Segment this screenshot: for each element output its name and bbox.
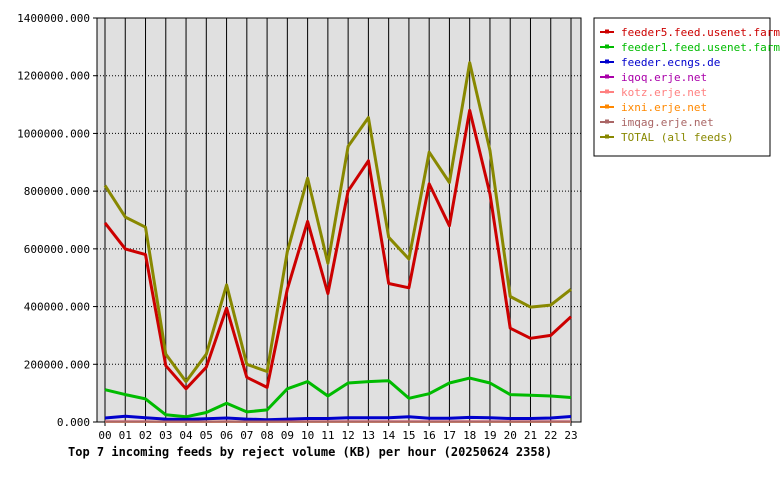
- x-tick-label: 18: [463, 429, 476, 442]
- x-tick-label: 11: [321, 429, 334, 442]
- legend-swatch-marker: [605, 90, 609, 94]
- y-tick-label: 600000.000: [24, 243, 90, 256]
- legend-label: imqag.erje.net: [621, 116, 714, 129]
- x-tick-label: 05: [200, 429, 213, 442]
- x-tick-label: 02: [139, 429, 152, 442]
- legend-label: TOTAL (all feeds): [621, 131, 734, 144]
- legend-label: feeder.ecngs.de: [621, 56, 720, 69]
- legend-swatch-marker: [605, 45, 609, 49]
- y-tick-label: 200000.000: [24, 358, 90, 371]
- legend-label: ixni.erje.net: [621, 101, 707, 114]
- x-axis-ticks: 00 01 02 03 04 05 06 07 08 09 10 11 12 13 14 15 16 17 18 19…: [98, 422, 577, 442]
- x-tick-label: 06: [220, 429, 233, 442]
- y-tick-label: 800000.000: [24, 185, 90, 198]
- chart-title: Top 7 incoming feeds by reject volume (K…: [68, 445, 552, 459]
- legend-swatch-marker: [605, 60, 609, 64]
- x-tick-label: 00: [98, 429, 111, 442]
- y-tick-label: 1400000.000: [17, 12, 90, 25]
- y-tick-label: 400000.000: [24, 301, 90, 314]
- x-tick-label: 15: [402, 429, 415, 442]
- x-tick-label: 14: [382, 429, 396, 442]
- legend-label: iqoq.erje.net: [621, 71, 707, 84]
- x-tick-label: 08: [260, 429, 273, 442]
- x-tick-label: 04: [179, 429, 193, 442]
- x-tick-label: 19: [483, 429, 496, 442]
- x-tick-label: 21: [524, 429, 537, 442]
- x-tick-label: 13: [362, 429, 375, 442]
- y-axis-ticks: 0.000 200000.000 400000.000 600000.000 80000…: [17, 12, 97, 429]
- x-tick-label: 10: [301, 429, 314, 442]
- legend-swatch-marker: [605, 75, 609, 79]
- x-tick-label: 07: [240, 429, 253, 442]
- x-tick-label: 03: [159, 429, 172, 442]
- x-tick-label: 12: [342, 429, 355, 442]
- x-tick-label: 23: [564, 429, 577, 442]
- y-tick-label: 1000000.000: [17, 127, 90, 140]
- y-tick-label: 1200000.000: [17, 70, 90, 83]
- legend-swatch-marker: [605, 120, 609, 124]
- legend-swatch-marker: [605, 135, 609, 139]
- legend-label: kotz.erje.net: [621, 86, 707, 99]
- x-tick-label: 01: [119, 429, 132, 442]
- x-tick-label: 17: [443, 429, 456, 442]
- legend-label: feeder5.feed.usenet.farm: [621, 26, 780, 39]
- legend-swatch-marker: [605, 105, 609, 109]
- legend-swatch-marker: [605, 30, 609, 34]
- x-tick-label: 09: [281, 429, 294, 442]
- x-tick-label: 20: [504, 429, 517, 442]
- y-tick-label: 0.000: [57, 416, 90, 429]
- legend-label: feeder1.feed.usenet.farm: [621, 41, 780, 54]
- x-tick-label: 16: [423, 429, 436, 442]
- x-tick-label: 22: [544, 429, 557, 442]
